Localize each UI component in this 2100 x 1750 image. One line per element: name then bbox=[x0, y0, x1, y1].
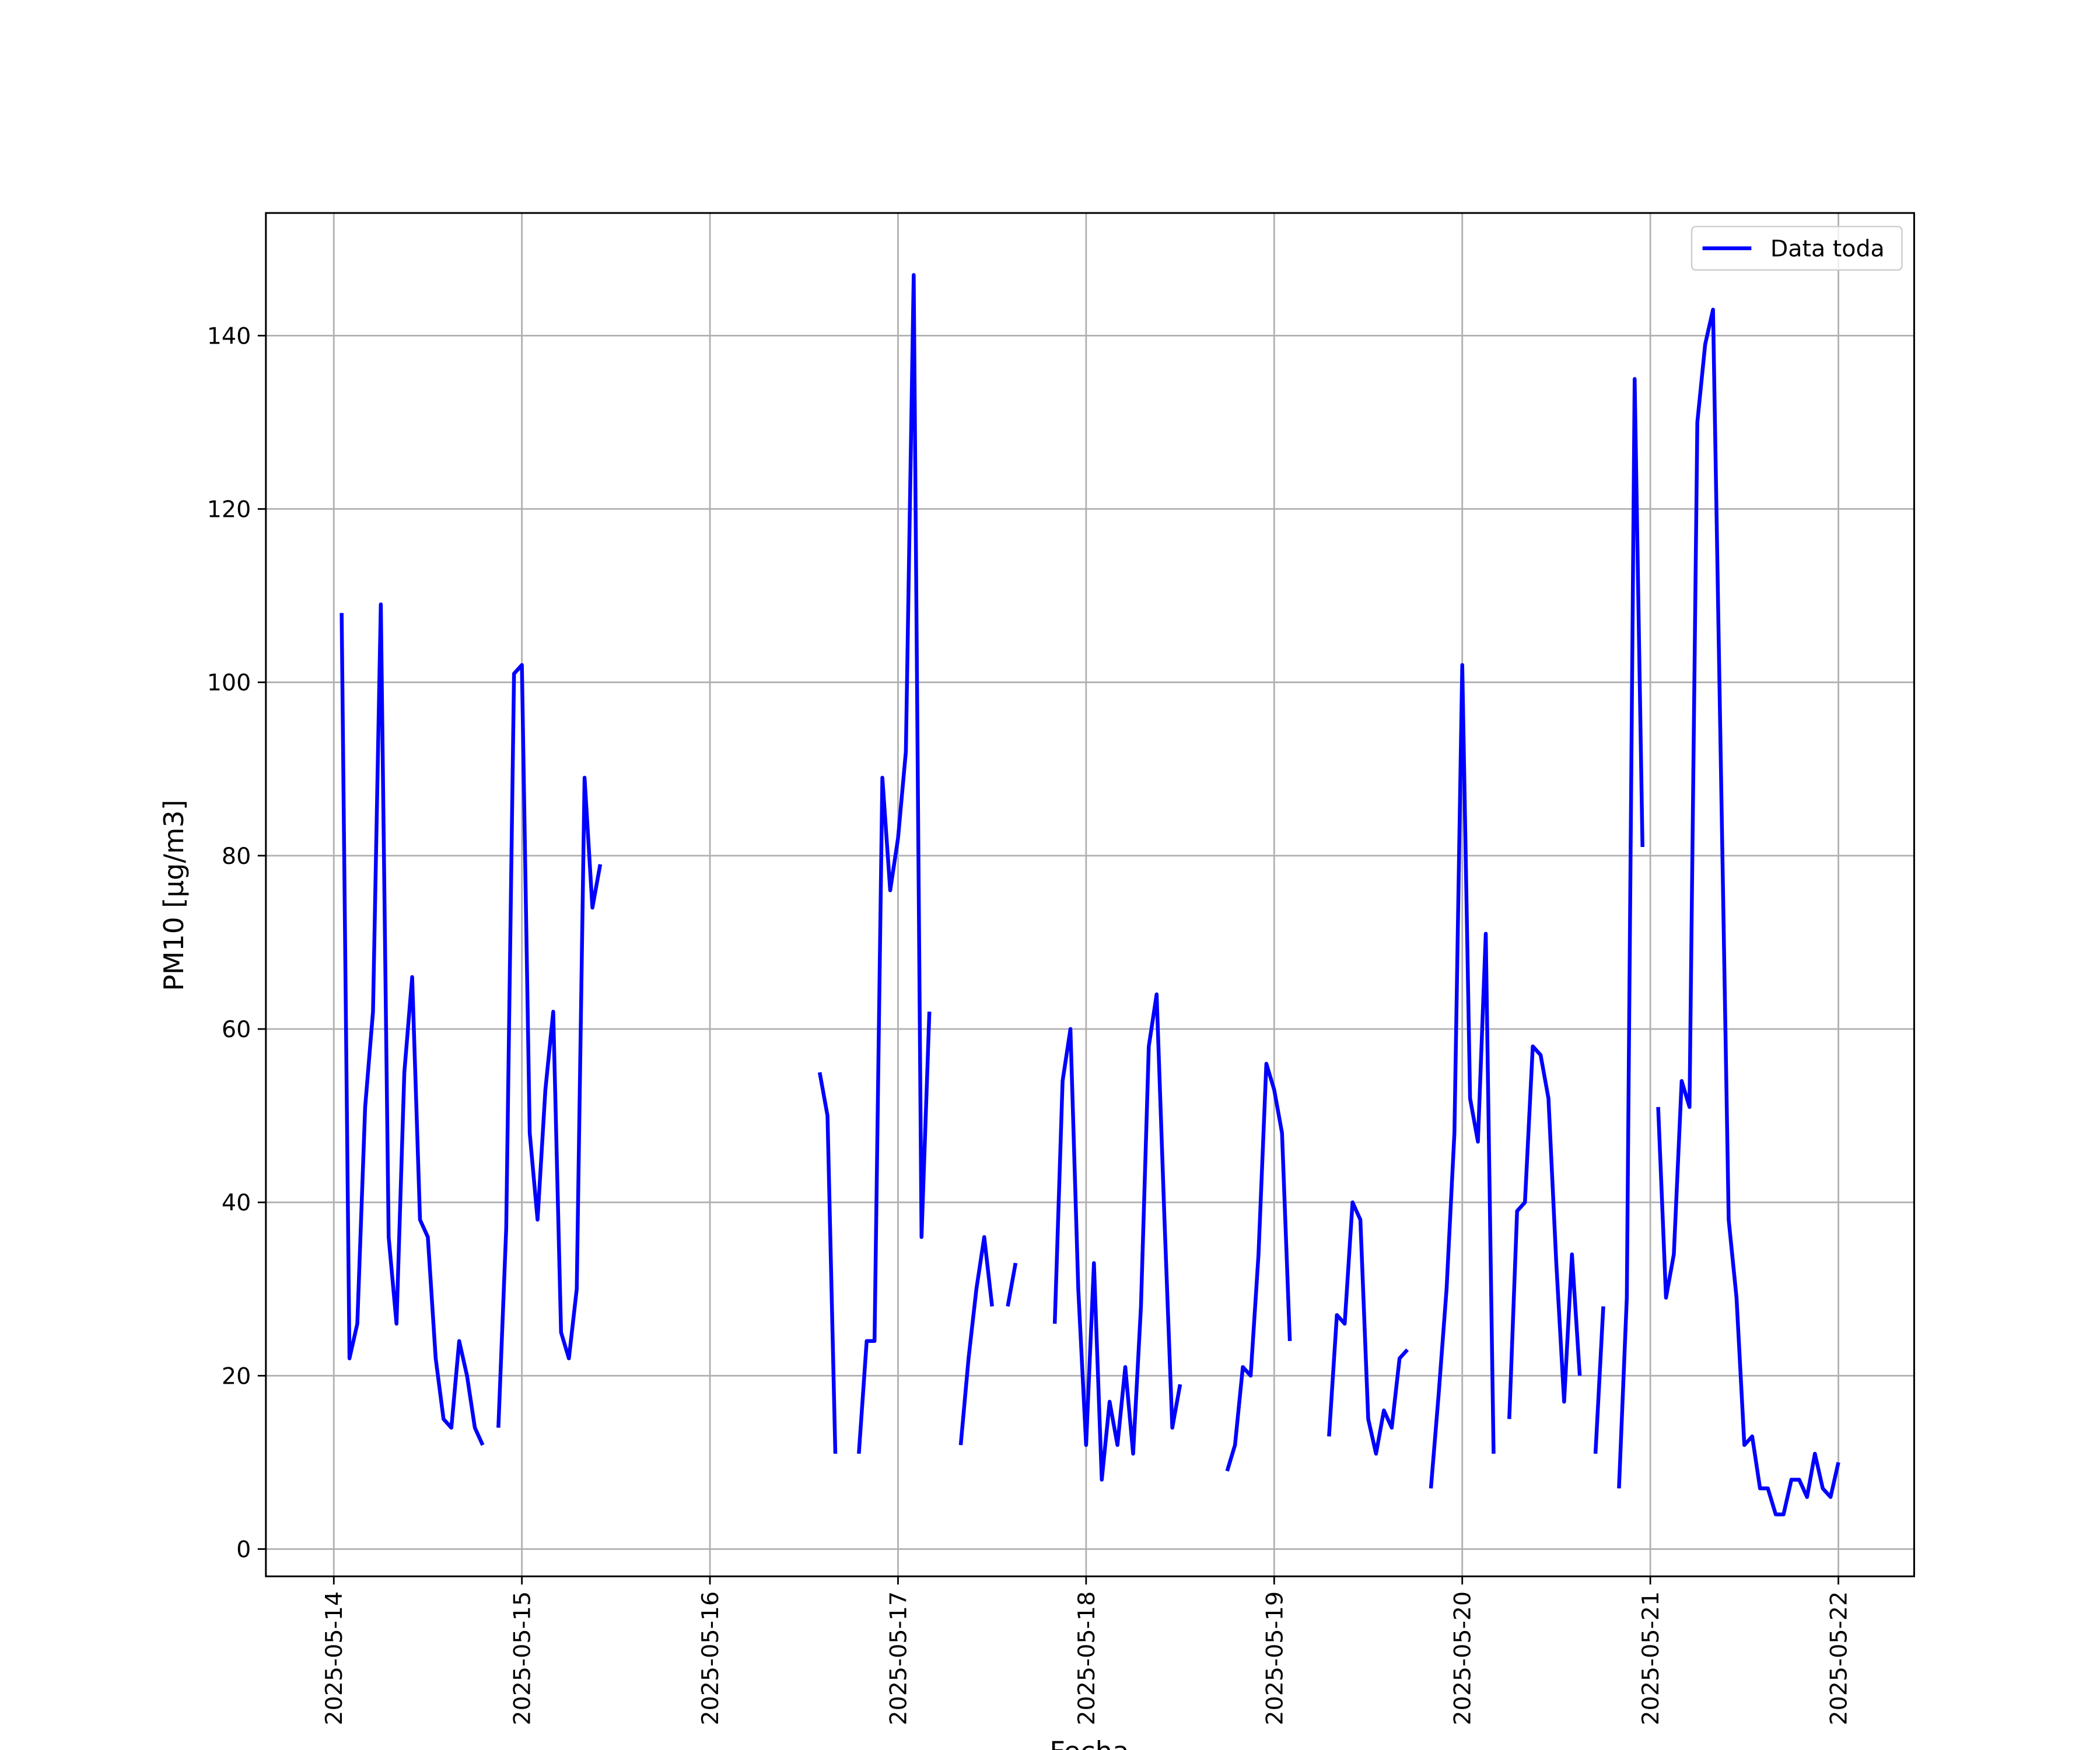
x-tick-label: 2025-05-17 bbox=[885, 1591, 912, 1726]
y-tick-label: 100 bbox=[207, 670, 251, 696]
axes-layer: 0 20 40 60 80 100 120 140 2025-05-14 2025-05-15 20… bbox=[207, 226, 1903, 1726]
x-tick-label: 2025-05-20 bbox=[1450, 1591, 1476, 1726]
y-tick-label: 60 bbox=[222, 1016, 251, 1043]
y-tick-label: 20 bbox=[222, 1363, 251, 1390]
legend-box bbox=[1690, 226, 1903, 271]
y-axis-label: PM10 [μg/m3] bbox=[158, 800, 190, 991]
x-tick-label: 2025-05-21 bbox=[1637, 1591, 1664, 1726]
legend-label: Data toda bbox=[1770, 236, 1885, 262]
x-tick-label: 2025-05-14 bbox=[321, 1591, 348, 1726]
x-axis-label: Fecha bbox=[1049, 1736, 1129, 1750]
y-tick-label: 120 bbox=[207, 496, 251, 523]
x-tick-label: 2025-05-18 bbox=[1073, 1591, 1100, 1726]
x-tick-label: 2025-05-16 bbox=[697, 1591, 724, 1726]
x-tick-label: 2025-05-19 bbox=[1261, 1591, 1288, 1726]
plot-frame bbox=[265, 212, 1915, 1577]
line-layer bbox=[340, 273, 1840, 1517]
y-tick-label: 80 bbox=[222, 843, 251, 870]
x-tick-label: 2025-05-22 bbox=[1825, 1591, 1852, 1726]
x-tick-label: 2025-05-15 bbox=[509, 1591, 536, 1726]
data-line bbox=[340, 273, 1840, 1517]
y-tick-label: 0 bbox=[236, 1536, 251, 1563]
y-tick-label: 40 bbox=[222, 1189, 251, 1216]
y-tick-label: 140 bbox=[207, 323, 251, 349]
grid-layer bbox=[265, 213, 1915, 1577]
